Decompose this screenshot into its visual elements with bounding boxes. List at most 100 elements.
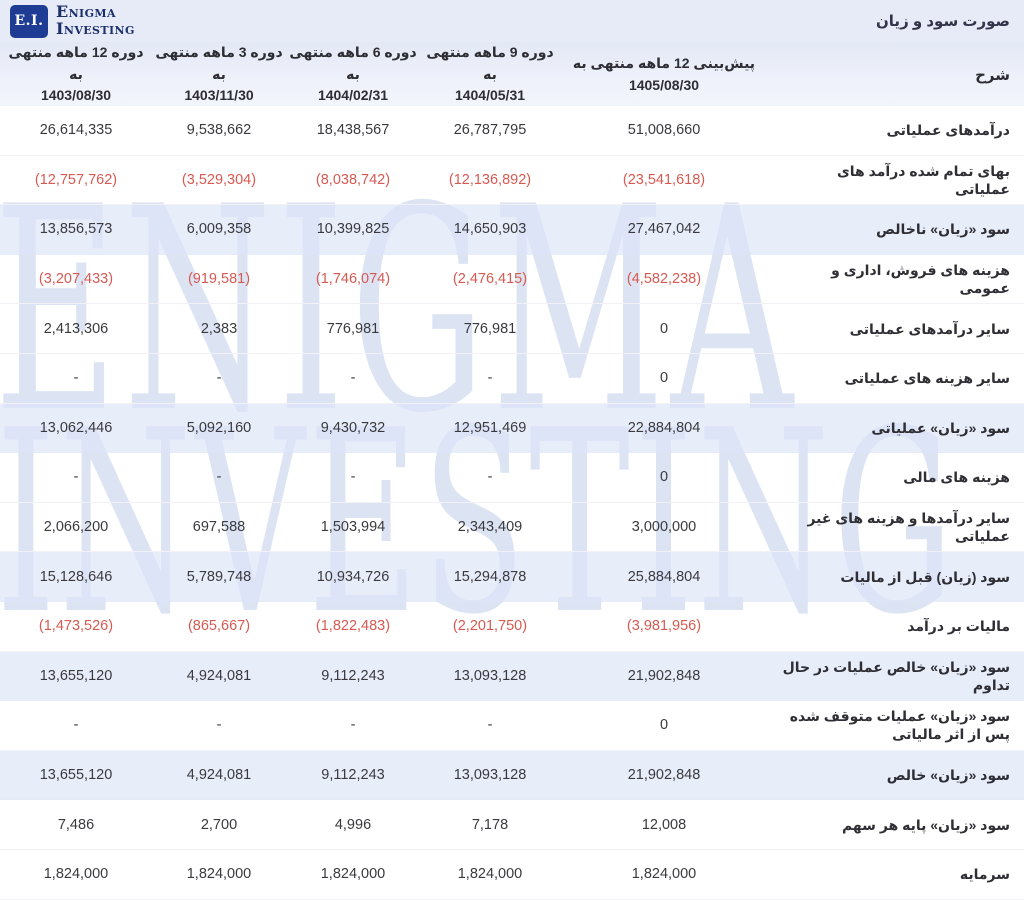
cell-value: 776,981 xyxy=(326,320,380,337)
cell-value: 26,614,335 xyxy=(39,122,113,139)
cell-value: 10,934,726 xyxy=(316,568,390,585)
cell-value: - xyxy=(216,370,222,387)
cell-value: 13,655,120 xyxy=(39,767,113,784)
cell-value: - xyxy=(73,717,79,734)
table-row: سود (زیان) قبل از مالیات 25,884,804 15,294… xyxy=(0,552,1024,602)
cell-value: 2,066,200 xyxy=(43,519,109,536)
statement-table: ENIGMA INVESTING شرح پیش‌بینی 12 ماهه من… xyxy=(0,42,1024,900)
row-label: سود «زیان» عملیاتی xyxy=(871,419,1010,436)
row-label: سایر درآمدها و هزینه های غیر عملیاتی xyxy=(807,509,1010,545)
cell-value: 6,009,358 xyxy=(186,221,252,238)
table-row: سود «زیان» خالص عملیات در حال تداوم 21,90… xyxy=(0,651,1024,702)
cell-value: 21,902,848 xyxy=(627,667,701,684)
cell-value: - xyxy=(487,469,493,486)
cell-value: 22,884,804 xyxy=(627,419,701,436)
table-row: هزینه های مالی 0 - - - - xyxy=(0,453,1024,503)
cell-value: 9,112,243 xyxy=(321,767,385,784)
table-row: سایر درآمدها و هزینه های غیر عملیاتی 3,00… xyxy=(0,503,1024,553)
table-row: سود «زیان» خالص 21,902,848 13,093,128 9,112… xyxy=(0,750,1024,801)
row-label: سود «زیان» خالص عملیات در حال تداوم xyxy=(782,658,1010,693)
table-row: سایر درآمدهای عملیاتی 0 776,981 776,981 2,38… xyxy=(0,304,1024,354)
cell-value: 14,650,903 xyxy=(453,221,527,238)
row-label: سایر هزینه های عملیاتی xyxy=(844,370,1010,387)
cell-value: 0 xyxy=(659,320,669,337)
cell-value: 1,824,000 xyxy=(186,866,252,883)
row-label: سود «زیان» عملیات متوقف شده پس از اثر ما… xyxy=(789,708,1010,743)
cell-value: 51,008,660 xyxy=(627,122,701,139)
cell-value: 15,294,878 xyxy=(453,568,527,585)
row-label: هزینه های مالی xyxy=(903,469,1010,486)
table-row: سایر هزینه های عملیاتی 0 - - - - xyxy=(0,354,1024,404)
period-date: 1403/11/30 xyxy=(184,87,254,104)
cell-value: - xyxy=(216,717,222,734)
row-label: سود (زیان) قبل از مالیات xyxy=(840,568,1010,585)
table-row: سود «زیان» عملیاتی 22,884,804 12,951,469 9,… xyxy=(0,403,1024,454)
cell-value: (3,529,304) xyxy=(181,171,257,188)
cell-value: (2,476,415) xyxy=(452,271,528,288)
period-date: 1403/08/30 xyxy=(40,87,112,104)
cell-value: (4,582,238) xyxy=(626,271,702,288)
cell-value: 3,000,000 xyxy=(631,519,697,536)
cell-value: 697,588 xyxy=(192,519,246,536)
cell-value: 7,486 xyxy=(57,816,95,833)
cell-value: - xyxy=(350,469,356,486)
period-label: دوره 9 ماهه منتهی به xyxy=(426,44,554,82)
period-column-header: دوره 6 ماهه منتهی به 1404/02/31 xyxy=(286,42,420,107)
row-label: سود «زیان» ناخالص xyxy=(876,221,1010,238)
period-label: دوره 12 ماهه منتهی به xyxy=(8,44,144,82)
cell-value: 25,884,804 xyxy=(627,568,701,585)
cell-value: 9,430,732 xyxy=(320,419,386,436)
cell-value: (3,207,433) xyxy=(38,271,114,288)
cell-value: (23,541,618) xyxy=(622,171,706,188)
cell-value: 13,093,128 xyxy=(453,667,527,684)
description-column-header: شرح xyxy=(975,66,1010,84)
cell-value: (1,746,074) xyxy=(315,271,391,288)
cell-value: 10,399,825 xyxy=(316,221,390,238)
cell-value: 9,538,662 xyxy=(186,122,252,139)
cell-value: 15,128,646 xyxy=(39,568,113,585)
cell-value: (1,473,526) xyxy=(38,618,114,635)
period-label: دوره 3 ماهه منتهی به xyxy=(155,44,283,82)
cell-value: 1,503,994 xyxy=(320,519,386,536)
cell-value: (12,136,892) xyxy=(448,171,532,188)
table-row: سود «زیان» ناخالص 27,467,042 14,650,903 10,… xyxy=(0,205,1024,255)
cell-value: 4,996 xyxy=(334,816,372,833)
cell-value: 4,924,081 xyxy=(186,767,252,784)
period-date: 1404/02/31 xyxy=(317,87,389,104)
cell-value: 0 xyxy=(659,469,669,486)
row-label: بهای تمام شده درآمد های عملیاتی xyxy=(836,162,1010,197)
cell-value: 13,856,573 xyxy=(39,221,113,238)
cell-value: 2,700 xyxy=(200,816,238,833)
cell-value: 13,655,120 xyxy=(39,667,113,684)
table-row: درآمدهای عملیاتی 51,008,660 26,787,795 18,4… xyxy=(0,106,1024,156)
cell-value: - xyxy=(73,469,79,486)
cell-value: 1,824,000 xyxy=(457,866,523,883)
cell-value: (919,581) xyxy=(187,271,251,288)
cell-value: (12,757,762) xyxy=(34,171,118,188)
cell-value: - xyxy=(487,370,493,387)
row-label: سایر درآمدهای عملیاتی xyxy=(849,320,1010,337)
cell-value: 0 xyxy=(659,717,669,734)
cell-value: 13,093,128 xyxy=(453,767,527,784)
cell-value: 5,789,748 xyxy=(186,568,252,585)
period-date: 1405/08/30 xyxy=(628,76,700,93)
row-label: سرمایه xyxy=(959,866,1010,883)
cell-value: 5,092,160 xyxy=(186,419,252,436)
brand-name-line2: Investing xyxy=(56,19,135,38)
cell-value: 7,178 xyxy=(471,816,509,833)
cell-value: (1,822,483) xyxy=(315,618,391,635)
cell-value: (2,201,750) xyxy=(452,618,528,635)
cell-value: 2,343,409 xyxy=(457,519,523,536)
cell-value: 1,824,000 xyxy=(320,866,386,883)
cell-value: (3,981,956) xyxy=(626,618,702,635)
table-row: بهای تمام شده درآمد های عملیاتی (23,541,6… xyxy=(0,156,1024,206)
cell-value: 0 xyxy=(659,370,669,387)
cell-value: 2,383 xyxy=(200,320,238,337)
cell-value: 13,062,446 xyxy=(39,419,113,436)
cell-value: - xyxy=(487,717,493,734)
cell-value: 12,008 xyxy=(641,816,687,833)
row-label: هزینه های فروش، اداری و عمومی xyxy=(831,261,1010,297)
cell-value: 27,467,042 xyxy=(627,221,701,238)
cell-value: 1,824,000 xyxy=(631,866,697,883)
